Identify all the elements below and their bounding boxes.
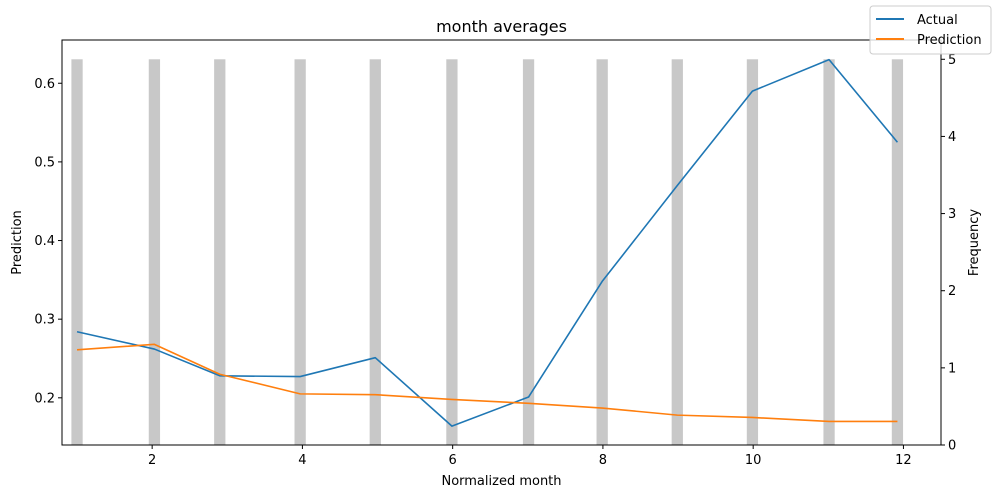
histogram-bar-6 [446, 59, 458, 446]
chart-title: month averages [436, 17, 567, 36]
y-axis-label: Prediction [10, 210, 25, 275]
histogram-bar-11 [823, 59, 835, 446]
plot-frame [61, 39, 942, 446]
legend-label-prediction: Prediction [917, 33, 982, 48]
histogram-bar-10 [746, 59, 759, 446]
frequency-histogram [71, 59, 904, 446]
histogram-bar-4 [294, 59, 306, 446]
histogram-bar-1 [71, 59, 83, 446]
y-tick-label: 0.6 [34, 77, 55, 92]
histogram-bar-7 [522, 59, 535, 446]
y2-tick-label: 1 [948, 361, 956, 376]
y-axis-ticks: 0.2 0.3 0.4 0.5 0.6 [34, 77, 62, 406]
y-tick-label: 0.4 [34, 234, 55, 249]
y2-tick-label: 2 [948, 284, 956, 299]
histogram-bar-5 [369, 59, 381, 446]
y-tick-label: 0.5 [34, 155, 55, 170]
series-line-prediction [76, 343, 898, 423]
y2-tick-label: 3 [948, 207, 956, 222]
y2-tick-label: 5 [948, 53, 956, 68]
histogram-bar-8 [596, 59, 608, 446]
y2-tick-label: 0 [948, 439, 956, 454]
histogram-bar-3 [214, 59, 226, 446]
series-lines [76, 58, 899, 427]
series-line-actual [76, 58, 899, 427]
x-tick-label: 12 [895, 453, 912, 468]
x-tick-label: 4 [298, 453, 306, 468]
y2-axis-ticks: 0 1 2 3 4 5 [941, 53, 956, 454]
y2-tick-label: 4 [948, 130, 956, 145]
histogram-bar-12 [891, 59, 904, 446]
y-tick-label: 0.2 [34, 391, 55, 406]
x-tick-label: 8 [599, 453, 607, 468]
y-tick-label: 0.3 [34, 313, 55, 328]
y2-axis-label: Frequency [967, 209, 982, 276]
x-tick-label: 6 [449, 453, 457, 468]
x-tick-label: 10 [745, 453, 762, 468]
histogram-bar-2 [148, 59, 161, 446]
x-axis-ticks: 2 4 6 8 10 12 [148, 445, 912, 468]
legend-label-actual: Actual [917, 13, 958, 28]
x-tick-label: 2 [148, 453, 156, 468]
x-axis-label: Normalized month [441, 474, 561, 489]
legend: Actual Prediction [869, 5, 992, 55]
histogram-bar-9 [671, 59, 683, 446]
